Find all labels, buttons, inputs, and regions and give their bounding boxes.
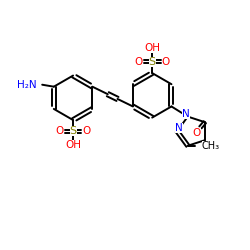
Text: CH₃: CH₃ (202, 141, 220, 151)
Text: O: O (162, 57, 170, 67)
Text: S: S (70, 126, 77, 136)
Text: O: O (193, 128, 201, 138)
Text: H₂N: H₂N (17, 80, 36, 90)
Text: O: O (82, 126, 91, 136)
Text: OH: OH (65, 140, 81, 150)
Text: S: S (149, 57, 156, 67)
Text: O: O (134, 57, 143, 67)
Text: O: O (55, 126, 64, 136)
Text: N: N (182, 109, 190, 119)
Text: OH: OH (144, 43, 160, 53)
Text: N: N (175, 123, 183, 133)
